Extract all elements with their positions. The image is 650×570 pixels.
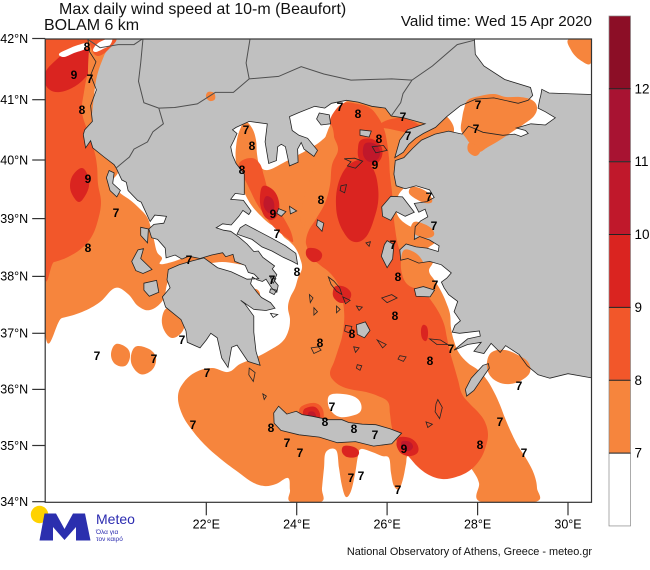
svg-text:8: 8	[395, 270, 402, 284]
svg-text:7: 7	[269, 273, 276, 287]
svg-text:τον καιρό: τον καιρό	[96, 535, 123, 543]
svg-text:8: 8	[349, 327, 356, 341]
svg-text:22°E: 22°E	[193, 517, 220, 531]
svg-text:7: 7	[348, 471, 355, 485]
svg-text:7: 7	[497, 415, 504, 429]
svg-text:7: 7	[274, 227, 281, 241]
svg-text:7: 7	[516, 379, 523, 393]
svg-text:7: 7	[243, 123, 250, 137]
svg-text:8: 8	[79, 103, 86, 117]
svg-text:9: 9	[71, 68, 78, 82]
svg-text:7: 7	[448, 342, 455, 356]
svg-text:37°N: 37°N	[0, 327, 28, 341]
svg-text:35°N: 35°N	[0, 439, 28, 453]
svg-text:8: 8	[322, 415, 329, 429]
svg-text:26°E: 26°E	[373, 517, 400, 531]
svg-text:30°E: 30°E	[554, 517, 581, 531]
svg-text:8: 8	[84, 40, 91, 54]
svg-text:8: 8	[317, 336, 324, 350]
svg-text:Όλα για: Όλα για	[95, 529, 118, 536]
svg-text:8: 8	[477, 438, 484, 452]
svg-text:8: 8	[318, 193, 325, 207]
svg-text:7: 7	[400, 110, 407, 124]
svg-text:8: 8	[427, 354, 434, 368]
svg-text:7: 7	[297, 446, 304, 460]
svg-text:7: 7	[473, 122, 480, 136]
svg-text:National Observatory of Athens: National Observatory of Athens, Greece -…	[347, 546, 593, 558]
svg-text:7: 7	[426, 190, 433, 204]
svg-text:9: 9	[401, 442, 408, 456]
svg-text:7: 7	[395, 483, 402, 497]
svg-text:9: 9	[372, 158, 379, 172]
svg-text:7: 7	[190, 418, 197, 432]
svg-text:7: 7	[186, 253, 193, 267]
svg-text:12: 12	[635, 81, 650, 96]
svg-text:7: 7	[87, 72, 94, 86]
svg-text:8: 8	[268, 421, 275, 435]
svg-text:7: 7	[635, 446, 643, 461]
svg-text:8: 8	[355, 107, 362, 121]
svg-text:7: 7	[94, 349, 101, 363]
svg-text:9: 9	[635, 300, 643, 315]
svg-text:7: 7	[329, 400, 336, 414]
svg-text:Meteo: Meteo	[96, 511, 135, 527]
svg-text:10: 10	[635, 227, 650, 242]
svg-text:7: 7	[521, 446, 528, 460]
svg-text:7: 7	[113, 206, 120, 220]
svg-text:8: 8	[239, 163, 246, 177]
svg-text:11: 11	[635, 154, 649, 169]
svg-text:24°E: 24°E	[283, 517, 310, 531]
svg-text:9: 9	[85, 172, 92, 186]
svg-text:7: 7	[204, 366, 211, 380]
svg-text:7: 7	[431, 219, 438, 233]
svg-text:8: 8	[85, 241, 92, 255]
svg-text:7: 7	[179, 333, 186, 347]
svg-text:42°N: 42°N	[0, 32, 28, 46]
svg-text:7: 7	[405, 129, 412, 143]
svg-text:7: 7	[372, 428, 379, 442]
svg-text:7: 7	[390, 238, 397, 252]
svg-text:Max daily wind speed at 10-m (: Max daily wind speed at 10-m (Beaufort)	[59, 1, 346, 18]
svg-text:7: 7	[432, 278, 439, 292]
svg-text:7: 7	[284, 436, 291, 450]
svg-text:8: 8	[249, 139, 256, 153]
svg-text:41°N: 41°N	[0, 93, 28, 107]
svg-text:8: 8	[635, 373, 643, 388]
svg-text:Valid time: Wed 15 Apr 2020: Valid time: Wed 15 Apr 2020	[401, 13, 592, 30]
svg-text:8: 8	[392, 309, 399, 323]
svg-text:8: 8	[376, 132, 383, 146]
svg-text:7: 7	[358, 469, 365, 483]
svg-text:38°N: 38°N	[0, 270, 28, 284]
svg-text:28°E: 28°E	[464, 517, 491, 531]
svg-text:7: 7	[337, 100, 344, 114]
svg-text:7: 7	[151, 352, 158, 366]
svg-text:40°N: 40°N	[0, 153, 28, 167]
svg-text:7: 7	[475, 98, 482, 112]
svg-text:39°N: 39°N	[0, 212, 28, 226]
svg-text:8: 8	[351, 422, 358, 436]
svg-text:BOLAM 6 km: BOLAM 6 km	[44, 17, 139, 34]
svg-text:36°N: 36°N	[0, 383, 28, 397]
svg-text:34°N: 34°N	[0, 495, 28, 509]
svg-text:8: 8	[294, 265, 301, 279]
svg-text:9: 9	[270, 207, 277, 221]
